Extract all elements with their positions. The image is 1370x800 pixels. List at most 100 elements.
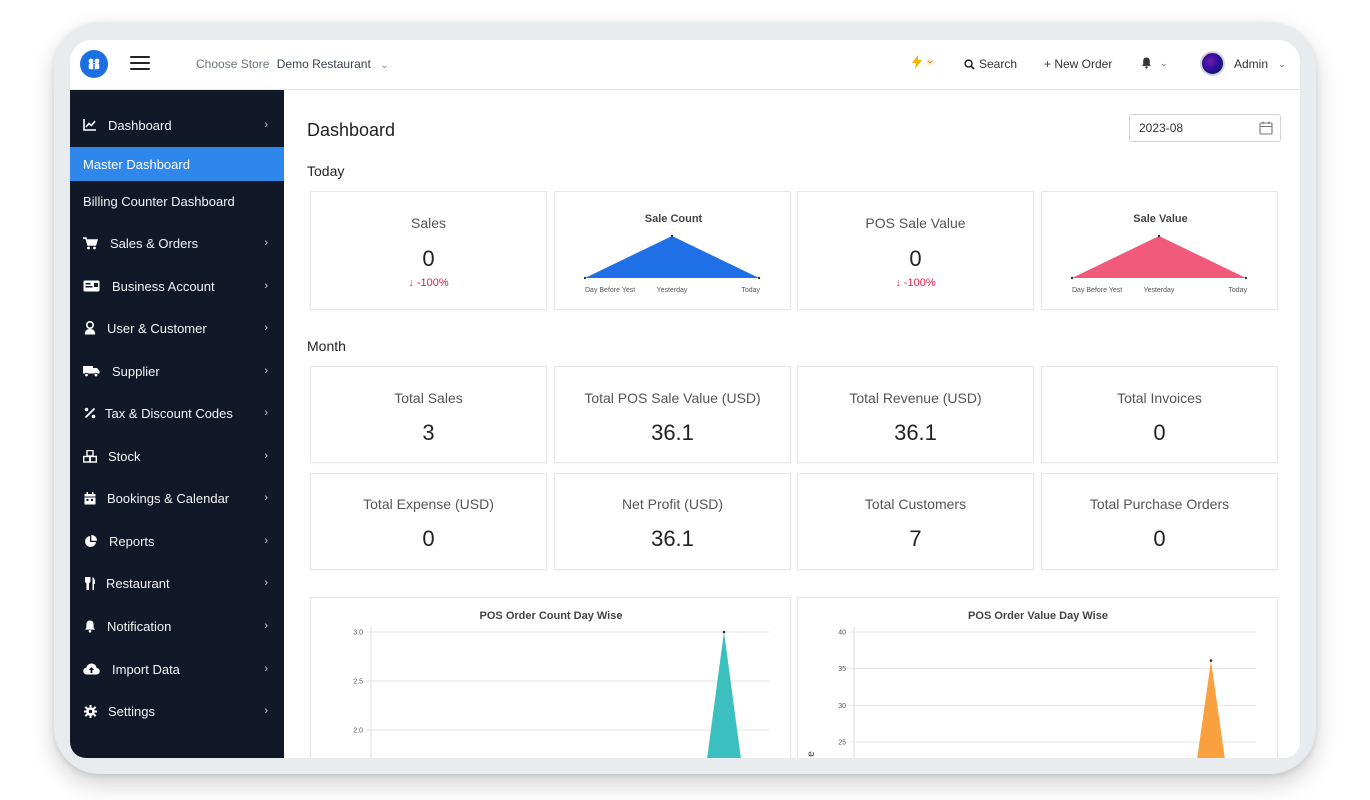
menu-toggle-icon[interactable] xyxy=(130,56,150,72)
sidebar-item-label: Dashboard xyxy=(108,117,172,133)
card-pos-sale-value-today: POS Sale Value 0 ↓ -100% xyxy=(797,191,1034,310)
cubes-icon xyxy=(82,448,98,464)
sidebar-item-label: Business Account xyxy=(112,278,215,294)
app-logo[interactable] xyxy=(80,50,108,78)
y-tick-label: 40 xyxy=(838,630,846,637)
top-bar: Choose Store Demo Restaurant ⌄ Search + … xyxy=(70,40,1300,90)
sidebar-item-business-account[interactable]: Business Account › xyxy=(70,268,284,304)
area-series xyxy=(1197,660,1225,758)
chevron-down-icon: ⌄ xyxy=(1278,58,1286,69)
chevron-down-icon xyxy=(926,58,934,66)
sidebar-item-label: Bookings & Calendar xyxy=(107,490,230,506)
search-icon xyxy=(964,58,975,70)
app-window: Choose Store Demo Restaurant ⌄ Search + … xyxy=(70,40,1300,758)
card-title: Total Revenue (USD) xyxy=(849,390,982,406)
store-selector[interactable]: Choose Store Demo Restaurant ⌄ xyxy=(196,57,389,71)
logo-icon xyxy=(88,58,100,70)
chart-title: POS Order Value Day Wise xyxy=(968,610,1108,622)
user-menu[interactable]: Admin ⌄ xyxy=(1234,57,1286,71)
sidebar-item-import-data[interactable]: Import Data › xyxy=(70,651,284,687)
card-total-pos-sale-value: Total POS Sale Value (USD) 36.1 xyxy=(554,366,791,463)
pie-chart-icon xyxy=(82,533,98,549)
sidebar-item-bookings-calendar[interactable]: Bookings & Calendar › xyxy=(70,480,284,516)
sidebar-item-stock[interactable]: Stock › xyxy=(70,438,284,474)
page-title: Dashboard xyxy=(307,120,396,140)
data-point xyxy=(1157,234,1161,238)
chevron-right-icon: › xyxy=(264,492,268,504)
avatar[interactable] xyxy=(1200,51,1225,76)
sidebar-item-user-customer[interactable]: User & Customer › xyxy=(70,310,284,346)
chevron-right-icon: › xyxy=(264,535,268,547)
card-value: 36.1 xyxy=(651,526,694,551)
x-tick-label: Day Before Yest xyxy=(585,287,635,294)
sidebar-item-reports[interactable]: Reports › xyxy=(70,523,284,559)
sidebar-item-label: Reports xyxy=(109,533,155,549)
sidebar-item-label: User & Customer xyxy=(107,320,207,336)
notifications-button[interactable]: ⌄ xyxy=(1141,57,1168,69)
sidebar-item-tax-discount[interactable]: Tax & Discount Codes › xyxy=(70,395,284,431)
chevron-down-icon: ⌄ xyxy=(380,60,389,71)
arrow-down-icon: ↓ xyxy=(408,277,414,289)
sidebar-item-label: Stock xyxy=(108,448,141,464)
new-order-button[interactable]: + New Order xyxy=(1044,57,1112,71)
utensils-icon xyxy=(82,575,98,591)
card-icon xyxy=(82,278,100,294)
x-tick-label: Today xyxy=(1228,287,1247,294)
chevron-right-icon: › xyxy=(264,322,268,334)
chevron-right-icon: › xyxy=(264,237,268,249)
cart-icon xyxy=(82,235,98,251)
user-icon xyxy=(82,320,98,336)
card-value: 0 xyxy=(1153,420,1166,445)
truck-icon xyxy=(82,363,100,379)
area-series xyxy=(1072,236,1246,278)
card-sales-today: Sales 0 ↓ -100% xyxy=(310,191,547,310)
bell-icon xyxy=(82,618,98,634)
card-value: 0 xyxy=(422,246,435,271)
card-net-profit: Net Profit (USD) 36.1 xyxy=(554,473,791,570)
chevron-right-icon: › xyxy=(264,620,268,632)
new-order-label: + New Order xyxy=(1044,57,1113,71)
chevron-right-icon: › xyxy=(264,407,268,419)
gear-icon xyxy=(82,703,98,719)
chevron-down-icon: ⌄ xyxy=(1160,57,1168,68)
card-value: 0 xyxy=(422,526,435,551)
y-tick-label: 2.5 xyxy=(353,679,363,686)
sidebar-subitem-billing-counter-dashboard[interactable]: Billing Counter Dashboard xyxy=(70,184,284,218)
chevron-right-icon: › xyxy=(264,119,268,131)
card-sale-value-chart: Sale Value Day Before Yest Yesterday Today xyxy=(1041,191,1278,310)
search-button[interactable]: Search xyxy=(964,57,1017,71)
x-tick-label: Yesterday xyxy=(1144,287,1175,294)
data-point xyxy=(757,276,761,280)
sidebar-item-dashboard[interactable]: Dashboard › xyxy=(70,107,284,143)
sidebar-item-settings[interactable]: Settings › xyxy=(70,693,284,729)
card-value: 7 xyxy=(909,526,922,551)
user-name: Admin xyxy=(1234,57,1269,71)
sidebar-subitem-master-dashboard[interactable]: Master Dashboard xyxy=(70,147,284,181)
card-total-customers: Total Customers 7 xyxy=(797,473,1034,570)
area-series xyxy=(707,632,741,758)
card-title: Total Purchase Orders xyxy=(1089,496,1230,512)
card-title: Total Invoices xyxy=(1117,390,1202,406)
chart-title: POS Order Count Day Wise xyxy=(480,610,623,622)
quick-actions-button[interactable] xyxy=(912,55,934,69)
chevron-right-icon: › xyxy=(264,577,268,589)
sidebar-item-restaurant[interactable]: Restaurant › xyxy=(70,565,284,601)
sidebar-item-sales-orders[interactable]: Sales & Orders › xyxy=(70,225,284,261)
data-point xyxy=(1209,659,1213,662)
month-picker[interactable]: 2023-08 xyxy=(1129,114,1281,142)
sidebar-item-supplier[interactable]: Supplier › xyxy=(70,353,284,389)
section-today-label: Today xyxy=(307,163,345,179)
x-tick-label: Day Before Yest xyxy=(1072,287,1122,294)
card-value: 0 xyxy=(1153,526,1166,551)
card-pos-order-value-chart: POS Order Value Day Wise 40 35 30 25 e xyxy=(797,597,1278,758)
y-tick-label: 2.0 xyxy=(353,728,363,735)
arrow-down-icon: ↓ xyxy=(895,277,901,289)
card-total-revenue: Total Revenue (USD) 36.1 xyxy=(797,366,1034,463)
chevron-right-icon: › xyxy=(264,365,268,377)
chevron-right-icon: › xyxy=(264,450,268,462)
sidebar-item-notification[interactable]: Notification › xyxy=(70,608,284,644)
card-total-invoices: Total Invoices 0 xyxy=(1041,366,1278,463)
main-content: Dashboard 2023-08 Today Sales 0 ↓ -100% … xyxy=(284,90,1300,758)
x-tick-label: Yesterday xyxy=(657,287,688,294)
pos-order-value-chart: POS Order Value Day Wise 40 35 30 25 e xyxy=(806,610,1256,758)
